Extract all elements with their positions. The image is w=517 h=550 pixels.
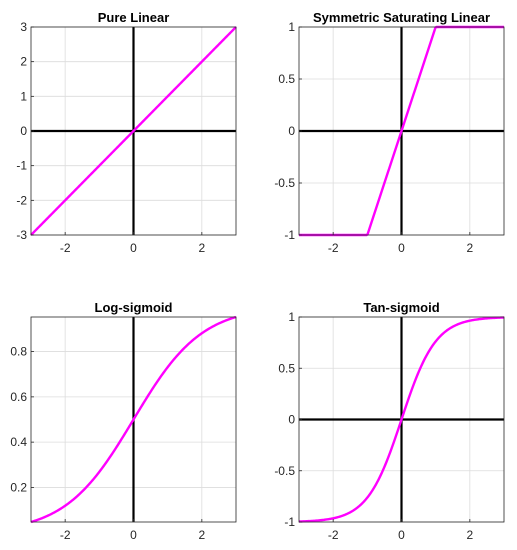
plot-panel-symmetric-saturating-linear: -2 0 2 -1 -0.5 0 0.5 1 Symmetric Saturating Line… — [274, 10, 505, 255]
tan-sigmoid-curve — [298, 316, 505, 523]
pure-linear-ytick-label-5: 2 — [20, 55, 27, 69]
symmetric-saturating-linear-xtick-label-0: -2 — [328, 241, 339, 255]
pure-linear-ytick-label-1: -2 — [16, 193, 27, 207]
symmetric-saturating-linear-ytick-label-3: 0.5 — [278, 72, 295, 86]
log-sigmoid-xtick-label-0: -2 — [60, 528, 71, 542]
pure-linear-ytick-label-2: -1 — [16, 159, 27, 173]
pure-linear-title: Pure Linear — [98, 10, 170, 25]
symmetric-saturating-linear-title: Symmetric Saturating Linear — [313, 10, 490, 25]
tan-sigmoid-ytick-label-4: 1 — [288, 310, 295, 324]
tan-sigmoid-ytick-label-2: 0 — [288, 413, 295, 427]
plot-panel-tan-sigmoid: -2 0 2 -1 -0.5 0 0.5 1 Tan-sigmoid — [274, 300, 505, 542]
log-sigmoid-ytick-label-0: 0.2 — [10, 480, 27, 494]
symmetric-saturating-linear-ytick-label-0: -1 — [284, 228, 295, 242]
plot-panel-log-sigmoid: -2 0 2 0.2 0.4 0.6 0.8 Log-sigmoid — [10, 300, 237, 542]
log-sigmoid-curve — [30, 315, 237, 524]
pure-linear-ytick-label-0: -3 — [16, 228, 27, 242]
pure-linear-xtick-label-0: -2 — [60, 241, 71, 255]
pure-linear-xtick-label-2: 2 — [198, 241, 205, 255]
tan-sigmoid-xtick-label-2: 2 — [466, 528, 473, 542]
log-sigmoid-ytick-label-1: 0.4 — [10, 435, 27, 449]
tan-sigmoid-title: Tan-sigmoid — [363, 300, 439, 315]
pure-linear-curve — [30, 26, 237, 236]
pure-linear-xtick-label-1: 0 — [130, 241, 137, 255]
symmetric-saturating-linear-ytick-label-4: 1 — [288, 20, 295, 34]
symmetric-saturating-linear-ytick-label-1: -0.5 — [274, 176, 295, 190]
log-sigmoid-ytick-label-2: 0.6 — [10, 390, 27, 404]
symmetric-saturating-linear-xtick-label-2: 2 — [466, 241, 473, 255]
tan-sigmoid-ytick-label-1: -0.5 — [274, 464, 295, 478]
log-sigmoid-ytick-label-3: 0.8 — [10, 345, 27, 359]
tan-sigmoid-xtick-label-0: -2 — [328, 528, 339, 542]
log-sigmoid-xtick-label-1: 0 — [130, 528, 137, 542]
symmetric-saturating-linear-ytick-label-2: 0 — [288, 124, 295, 138]
tan-sigmoid-xtick-label-1: 0 — [398, 528, 405, 542]
pure-linear-ytick-label-4: 1 — [20, 89, 27, 103]
tan-sigmoid-ytick-label-0: -1 — [284, 515, 295, 529]
log-sigmoid-xtick-label-2: 2 — [198, 528, 205, 542]
plot-panel-pure-linear: -2 0 2 -3 -2 -1 0 1 2 3 Pure Linear — [16, 10, 237, 255]
symmetric-saturating-linear-xtick-label-1: 0 — [398, 241, 405, 255]
tan-sigmoid-ytick-label-3: 0.5 — [278, 361, 295, 375]
pure-linear-ytick-label-6: 3 — [20, 20, 27, 34]
log-sigmoid-title: Log-sigmoid — [95, 300, 173, 315]
pure-linear-ytick-label-3: 0 — [20, 124, 27, 138]
